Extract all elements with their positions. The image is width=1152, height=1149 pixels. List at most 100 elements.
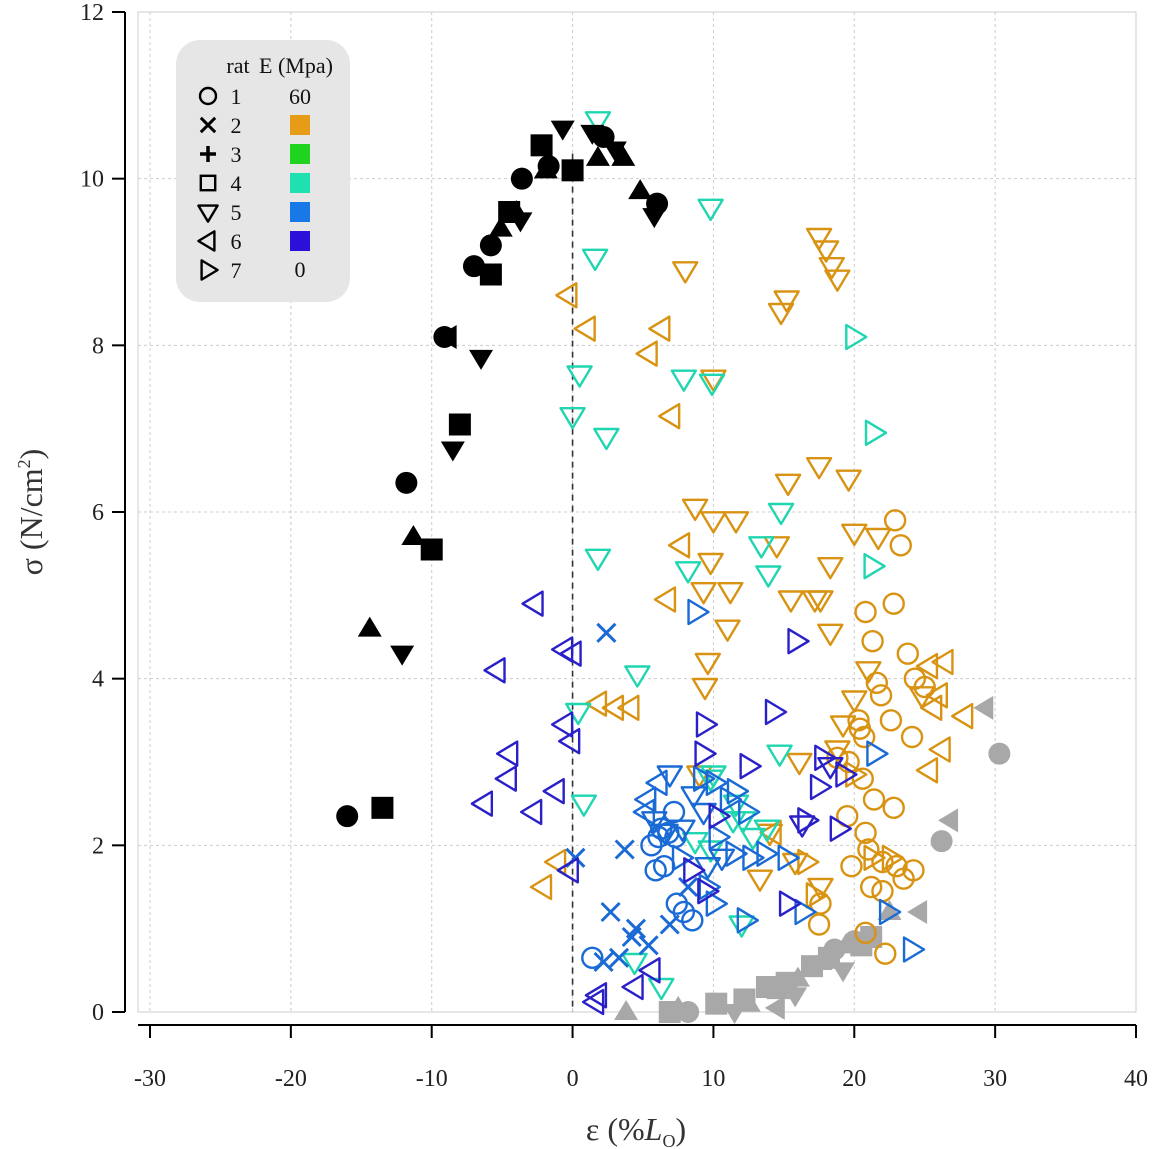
data-point-black-square: [479, 263, 502, 286]
data-point-teal-tri-down: [670, 369, 698, 392]
data-point-orange-tri-down: [855, 661, 882, 684]
data-point-gray-tri-up: [808, 950, 833, 970]
data-point-orange-tri-down: [817, 623, 844, 647]
data-point-orange-tri-down: [841, 523, 868, 547]
legend-color-swatch: [290, 202, 310, 222]
data-point-teal-tri-down: [621, 952, 648, 976]
data-point-orange-tri-left: [584, 690, 608, 717]
data-point-orange-tri-down: [767, 302, 795, 326]
data-point-blue-tri-right: [878, 898, 902, 926]
data-point-orange-circle: [889, 534, 912, 557]
data-point-blue-tri-right: [742, 844, 765, 872]
data-point-orange-tri-left: [759, 819, 782, 847]
data-point-orange-tri-down: [805, 456, 833, 480]
data-point-blue-tri-left: [634, 786, 657, 813]
legend-rat-label: 4: [231, 171, 242, 196]
data-point-black-tri-down: [508, 212, 533, 233]
data-point-blue-tri-right: [671, 844, 695, 872]
data-point-orange-circle: [854, 921, 877, 945]
data-point-orange-tri-left: [543, 848, 567, 876]
data-point-teal-tri-right: [863, 552, 886, 580]
data-point-orange-tri-left: [915, 652, 939, 680]
data-point-indigo-tri-right: [835, 761, 858, 788]
data-point-orange-tri-down: [763, 536, 791, 559]
data-point-indigo-tri-down: [817, 756, 844, 780]
data-point-indigo-tri-left: [559, 640, 582, 667]
data-point-black-tri-down: [602, 141, 627, 162]
data-point-teal-tri-down: [593, 427, 620, 451]
data-point-teal-tri-down: [766, 744, 793, 767]
data-point-black-tri-down: [642, 208, 667, 229]
data-point-blue-tri-right: [902, 936, 926, 963]
data-point-indigo-tri-left: [638, 957, 661, 984]
data-point-black-tri-down: [550, 120, 575, 141]
data-points: [336, 111, 1011, 1024]
legend-e-top: 60: [289, 84, 311, 109]
data-point-gray-tri-left: [907, 900, 928, 924]
data-point-orange-circle: [900, 725, 924, 749]
data-point-teal-tri-down: [624, 665, 651, 688]
data-point-blue-tri-right: [692, 765, 716, 792]
data-point-blue-tri-right: [705, 769, 729, 797]
data-point-indigo-tri-right: [814, 744, 837, 772]
data-point-orange-circle: [854, 600, 877, 624]
x-tick-label: -10: [416, 1066, 448, 1092]
data-point-indigo-tri-left: [542, 777, 565, 805]
data-point-gray-tri-left: [764, 995, 785, 1020]
data-point-black-tri-up: [357, 616, 382, 637]
legend-marker-rat-2: [199, 116, 217, 134]
legend-rat-label: 6: [231, 229, 242, 254]
data-point-blue-x: [593, 951, 614, 973]
data-point-teal-tri-down: [748, 536, 775, 559]
data-point-orange-tri-down: [672, 261, 699, 284]
x-tick-label: 30: [983, 1066, 1007, 1092]
data-point-teal-tri-down: [584, 111, 612, 134]
data-point-orange-tri-right: [863, 844, 886, 872]
data-point-orange-tri-down: [717, 581, 744, 605]
data-point-orange-tri-left: [529, 873, 553, 901]
data-point-black-circle: [395, 471, 418, 494]
legend-rat-label: 2: [231, 113, 242, 138]
data-point-orange-circle: [857, 838, 880, 861]
legend-marker-rat-4: [199, 174, 217, 192]
data-point-black-tri-down: [440, 441, 465, 462]
data-point-orange-tri-down: [865, 527, 892, 551]
data-point-blue-tri-right: [866, 740, 889, 767]
data-point-gray-tri-up: [833, 933, 858, 954]
legend-marker-rat-6: [197, 230, 216, 252]
data-point-indigo-tri-left: [495, 740, 519, 767]
legend-e-header: E (Mpa): [259, 53, 333, 78]
data-point-black-tri-up: [585, 145, 610, 166]
data-point-gray-square: [705, 992, 728, 1015]
data-point-orange-circle: [862, 788, 886, 811]
data-point-indigo-tri-right: [829, 815, 852, 842]
data-point-orange-circle: [882, 796, 905, 820]
data-point-indigo-tri-right: [697, 877, 720, 905]
data-point-black-tri-down: [390, 645, 415, 666]
data-point-blue-tri-right: [738, 798, 761, 826]
data-point-blue-x: [659, 914, 680, 935]
data-point-indigo-tri-right: [809, 773, 833, 801]
x-tick-label: -30: [134, 1066, 166, 1092]
data-point-teal-tri-down: [674, 561, 702, 584]
data-point-orange-tri-down: [681, 498, 709, 522]
data-point-blue-x: [596, 622, 617, 643]
data-point-blue-x: [638, 935, 659, 956]
data-point-orange-tri-down: [697, 552, 724, 576]
data-point-black-square: [420, 538, 443, 561]
data-point-orange-tri-left: [667, 532, 691, 559]
data-point-orange-tri-left: [653, 586, 677, 613]
data-point-indigo-tri-right: [797, 807, 820, 834]
y-tick-label: 8: [92, 333, 104, 359]
legend-rat-label: 5: [231, 200, 242, 225]
data-point-blue-tri-right: [719, 786, 743, 813]
legend-marker-rat-5: [197, 204, 219, 223]
data-point-orange-tri-down: [700, 511, 727, 534]
data-point-orange-tri-down: [824, 740, 851, 763]
data-point-orange-tri-down: [714, 619, 741, 642]
data-point-teal-tri-down: [697, 198, 724, 222]
data-point-indigo-tri-right: [739, 752, 762, 780]
data-point-gray-tri-down: [831, 962, 856, 983]
